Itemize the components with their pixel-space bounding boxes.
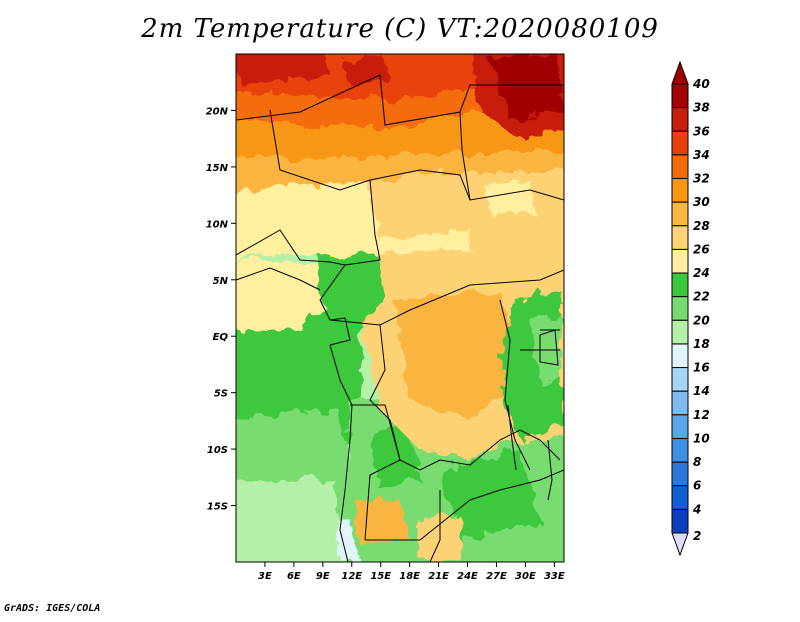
lon-tick-label: 6E (287, 571, 301, 582)
colorbar-swatch (671, 107, 689, 132)
map-title: 2m Temperature (C) VT:2020080109 (141, 14, 659, 44)
colorbar-swatch (671, 178, 689, 203)
colorbar-label: 38 (693, 101, 710, 115)
latitude-axis: 20N 15N 10N 5N EQ 5S 10S 15S (206, 106, 236, 513)
colorbar-label: 32 (693, 172, 710, 186)
border-line (499, 299, 531, 471)
border-line (429, 490, 441, 562)
angola-coast-patch (355, 500, 410, 545)
lon-tick-label: 9E (316, 571, 330, 582)
border-line (269, 109, 564, 201)
coastline (329, 344, 353, 562)
sudan-cool-patch (485, 180, 535, 215)
colorbar-label: 10 (693, 431, 710, 445)
lat-tick-label: 10S (207, 445, 228, 456)
border-line (369, 324, 561, 471)
colorbar-swatch (671, 461, 689, 487)
colorbar-label: 30 (693, 195, 710, 209)
border-line (365, 469, 564, 541)
colorbar-label: 20 (693, 313, 710, 327)
coastline (236, 267, 321, 291)
colorbar-swatch (671, 319, 689, 345)
lon-tick-label: 15E (370, 571, 391, 582)
colorbar-label: 28 (693, 219, 710, 233)
gulf-coast-region (236, 260, 330, 330)
colorbar-label: 14 (693, 384, 710, 398)
colorbar-label: 4 (692, 502, 701, 516)
colorbar-swatch (671, 130, 689, 156)
lon-tick-label: 27E (486, 571, 507, 582)
lake-malawi (547, 439, 553, 501)
colorbar-swatch (671, 343, 689, 369)
lat-tick-label: 5N (213, 276, 229, 287)
colorbar-under-triangle (671, 532, 689, 557)
colorbar-label: 6 (693, 479, 701, 493)
colorbar-swatch (671, 414, 689, 439)
colorbar-swatch (671, 225, 689, 250)
lat-tick-label: 5S (214, 389, 228, 400)
lake-tanganyika (507, 404, 517, 471)
lat-tick-label: 15N (206, 163, 229, 174)
country-borders (236, 74, 564, 562)
colorbar-label: 16 (693, 361, 710, 375)
lon-tick-label: 30E (515, 571, 536, 582)
border-line (236, 74, 564, 126)
colorbar-label: 26 (693, 242, 710, 256)
colorbar-swatch (671, 437, 689, 463)
colorbar-label: 8 (693, 455, 701, 469)
colorbar-swatch (671, 508, 689, 534)
colorbar-label: 2 (693, 529, 701, 543)
lat-tick-label: EQ (213, 332, 229, 343)
ocean-cool-region (236, 480, 345, 562)
colorbar-label: 12 (693, 408, 710, 422)
benguela-cool-patch (338, 520, 356, 560)
colorbar-swatch (671, 390, 689, 416)
lon-tick-label: 24E (457, 571, 478, 582)
grads-credit: GrADS: IGES/COLA (4, 603, 101, 614)
colorbar-swatch (671, 367, 689, 392)
lake-victoria (539, 329, 559, 366)
colorbar-swatch (671, 201, 689, 227)
lon-tick-label: 3E (258, 571, 272, 582)
colorbar-label: 40 (692, 77, 710, 91)
lon-tick-label: 12E (341, 571, 362, 582)
lon-tick-label: 21E (428, 571, 449, 582)
south-land-warm-patch (440, 450, 540, 540)
map-frame (235, 53, 565, 563)
border-line (329, 317, 351, 346)
colorbar-label: 34 (693, 148, 710, 162)
sahara-hot-central (345, 58, 390, 85)
lon-tick-label: 18E (399, 571, 420, 582)
colorbar-label: 18 (693, 337, 710, 351)
colorbar-swatch (671, 248, 689, 274)
cameroon-highlands-region (318, 245, 385, 330)
colorbar-swatch (671, 83, 689, 109)
colorbar-swatch (671, 296, 689, 321)
south-interior-patch (415, 515, 460, 560)
temperature-field (236, 54, 564, 562)
colorbar-label: 22 (693, 290, 710, 304)
lat-tick-label: 10N (206, 219, 229, 230)
colorbar-swatch (671, 154, 689, 180)
longitude-axis: 3E 6E 9E 12E 15E 18E 21E 24E 27E 30E 33E (258, 562, 565, 582)
sahara-hot-west (236, 54, 330, 85)
border-line (459, 111, 471, 201)
colorbar-over-triangle (671, 60, 689, 85)
sahara-hottest-east (490, 55, 560, 120)
border-line (350, 404, 401, 541)
border-line (236, 229, 346, 266)
lat-tick-label: 15S (207, 502, 228, 513)
colorbar-swatch (671, 272, 689, 298)
colorbar-swatch (671, 485, 689, 510)
congo-basin-hot-region (395, 290, 520, 420)
lon-tick-label: 33E (544, 571, 565, 582)
colorbar-label: 24 (693, 266, 710, 280)
lat-tick-label: 20N (206, 106, 229, 117)
colorbar-label: 36 (693, 124, 710, 138)
